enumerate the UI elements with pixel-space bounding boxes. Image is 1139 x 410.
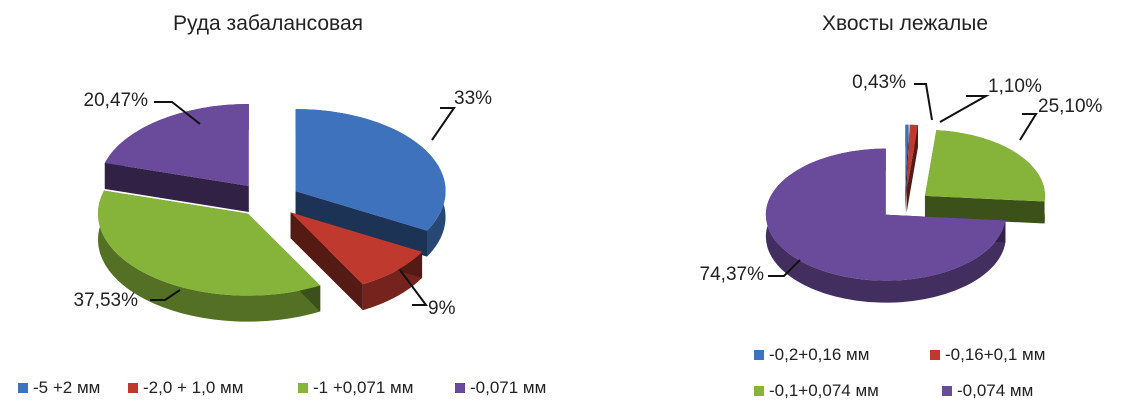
pie-chart-ore: Руда забалансовая 33% 9% 37,53% 20,47% -5 +…: [18, 12, 546, 397]
pie-chart-tailings: Хвосты лежалые 0,43% 1,10%25,10% 74,37% -0…: [700, 12, 1103, 400]
slice-tops: [97, 104, 446, 296]
legend-label: -1 +0,071 мм: [313, 378, 413, 397]
data-label: 25,10%: [1038, 96, 1103, 117]
leader-line: [431, 107, 456, 141]
leader-line: [150, 289, 181, 301]
data-labels: 33% 9% 37,53% 20,47%: [74, 88, 493, 319]
legend-label: -0,2+0,16 мм: [769, 345, 869, 364]
data-labels: 0,43% 1,10%25,10% 74,37%: [700, 72, 1103, 285]
legend-swatch: [128, 383, 138, 393]
legend-swatch: [754, 350, 764, 360]
pie-area: 33% 9% 37,53% 20,47%: [74, 88, 493, 322]
pie-slice: [295, 109, 446, 231]
slice-side: [97, 190, 321, 322]
data-label: 33%: [454, 88, 492, 109]
data-label: 37,53%: [74, 290, 139, 311]
slice-side: [906, 125, 918, 213]
pie-slice: [924, 130, 1045, 202]
legend-swatch: [930, 350, 940, 360]
pie-slice: [97, 190, 321, 296]
data-label: 20,47%: [84, 90, 149, 111]
pie-area: 0,43% 1,10%25,10% 74,37%: [700, 72, 1103, 303]
legend-swatch: [754, 386, 764, 396]
slice-tops: [765, 124, 1045, 281]
slice-side: [905, 124, 909, 213]
legend-label: -2,0 + 1,0 мм: [143, 378, 243, 397]
pie-slice: [906, 124, 918, 191]
leader-line: [768, 259, 801, 277]
data-label: 9%: [428, 298, 456, 319]
chart-title: Хвосты лежалые: [822, 12, 988, 35]
leader-line: [1019, 113, 1038, 141]
data-label: 74,37%: [700, 264, 765, 285]
legend-swatch: [455, 383, 465, 393]
data-label: 1,10%: [988, 76, 1042, 97]
legend-swatch: [298, 383, 308, 393]
legend-label: -0,071 мм: [470, 378, 546, 397]
legend-label: -0,16+0,1 мм: [945, 345, 1045, 364]
pie-slice: [905, 124, 909, 191]
pie-slice: [765, 148, 1006, 281]
pie-slice: [290, 212, 423, 285]
legend-label: -0,074 мм: [957, 381, 1033, 400]
data-label: 0,43%: [852, 72, 906, 93]
slice-side: [295, 191, 427, 257]
slice-side: [924, 195, 1045, 224]
pie-slice: [104, 104, 249, 187]
legend-label: -0,1+0,074 мм: [769, 381, 879, 400]
legend-swatch: [18, 383, 28, 393]
slice-side: [104, 162, 249, 213]
legend: -5 +2 мм -2,0 + 1,0 мм -1 +0,071 мм -0,071 …: [18, 378, 546, 397]
legend-swatch: [942, 386, 952, 396]
legend-label: -5 +2 мм: [33, 378, 100, 397]
legend: -0,2+0,16 мм -0,16+0,1 мм -0,1+0,074 мм -0,…: [754, 345, 1045, 400]
leader-line: [399, 269, 428, 306]
leader-line: [939, 95, 990, 123]
leader-line: [914, 83, 933, 121]
slice-side: [290, 212, 363, 311]
leader-line: [154, 101, 201, 125]
chart-title: Руда забалансовая: [173, 12, 363, 35]
